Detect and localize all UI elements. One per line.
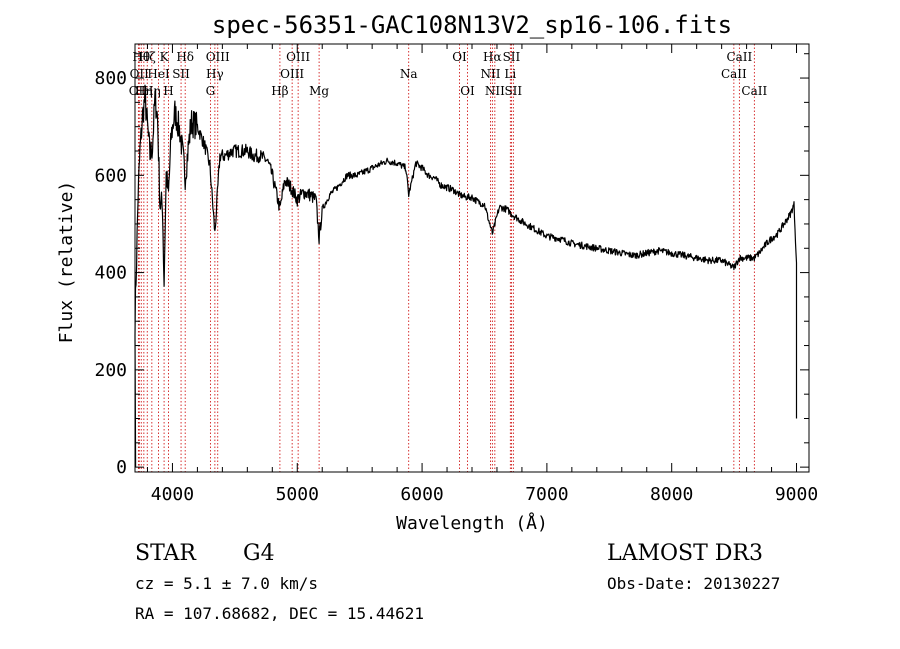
x-axis-ticks: 4000 5000 6000 7000 8000 9000 xyxy=(146,44,818,505)
line-label-oiii: OIII xyxy=(280,67,304,81)
line-label-hδ: Hδ xyxy=(176,50,194,64)
x-tick-label: 8000 xyxy=(650,484,693,505)
ra-dec-coordinates: RA = 107.68682, DEC = 15.44621 xyxy=(135,604,424,623)
survey-name: LAMOST DR3 xyxy=(607,541,763,566)
x-axis-label: Wavelength (Å) xyxy=(396,512,548,534)
redshift-cz: cz = 5.1 ± 7.0 km/s xyxy=(135,574,318,593)
line-label-oi: OI xyxy=(460,84,475,98)
line-label-oiii: OIII xyxy=(286,50,310,64)
line-label-h: H xyxy=(163,84,173,98)
line-label-hζ: Hζ xyxy=(139,50,156,64)
line-label-caii: CaII xyxy=(741,84,767,98)
y-axis-label: Flux (relative) xyxy=(56,181,77,344)
y-axis-ticks: 0 200 400 600 800 xyxy=(94,53,809,478)
line-label-nii: NII xyxy=(485,84,505,98)
line-label-hγ: Hγ xyxy=(206,67,224,81)
line-label-g: G xyxy=(206,84,216,98)
y-tick-label: 800 xyxy=(94,68,127,89)
line-label-hη: Hη xyxy=(135,84,153,98)
spectral-line-markers xyxy=(137,44,755,472)
y-tick-label: 200 xyxy=(94,360,127,381)
line-label-mg: Mg xyxy=(309,84,329,98)
line-label-oii: OII xyxy=(130,67,150,81)
x-tick-label: 4000 xyxy=(151,484,194,505)
line-label-caii: CaII xyxy=(721,67,747,81)
y-tick-label: 0 xyxy=(116,457,127,478)
chart-title: spec-56351-GAC108N13V2_sp16-106.fits xyxy=(212,11,732,39)
spectrum-series-line xyxy=(134,84,798,468)
object-class: STAR xyxy=(135,541,197,566)
line-label-nii: NII xyxy=(480,67,500,81)
line-label-oii: OII xyxy=(129,84,149,98)
line-label-sii: SII xyxy=(504,84,522,98)
line-label-hβ: Hβ xyxy=(271,84,288,98)
line-label-hei: HeI xyxy=(147,67,170,81)
object-subclass: G4 xyxy=(243,541,275,566)
y-tick-label: 400 xyxy=(94,263,127,284)
line-label-hη: Hη xyxy=(143,84,161,98)
x-tick-label: 5000 xyxy=(276,484,319,505)
x-tick-label: 6000 xyxy=(400,484,443,505)
line-label-sii: SII xyxy=(172,67,190,81)
line-label-na: Na xyxy=(400,67,418,81)
x-tick-label: 9000 xyxy=(775,484,818,505)
line-label-oiii: OIII xyxy=(206,50,230,64)
line-label-oi: OI xyxy=(452,50,467,64)
line-label-caii: CaII xyxy=(726,50,752,64)
y-tick-label: 600 xyxy=(94,165,127,186)
line-label-li: Li xyxy=(504,67,516,81)
observation-date: Obs-Date: 20130227 xyxy=(607,574,780,593)
plot-frame xyxy=(134,43,810,473)
spectral-line-labels: OIIOIIHθHηHζHηHeIKHSIIHδGHγOIIIHβOIIIOII… xyxy=(129,50,768,98)
line-label-hα: Hα xyxy=(483,50,502,64)
x-tick-label: 7000 xyxy=(525,484,568,505)
line-label-sii: SII xyxy=(503,50,521,64)
line-label-k: K xyxy=(160,50,170,64)
